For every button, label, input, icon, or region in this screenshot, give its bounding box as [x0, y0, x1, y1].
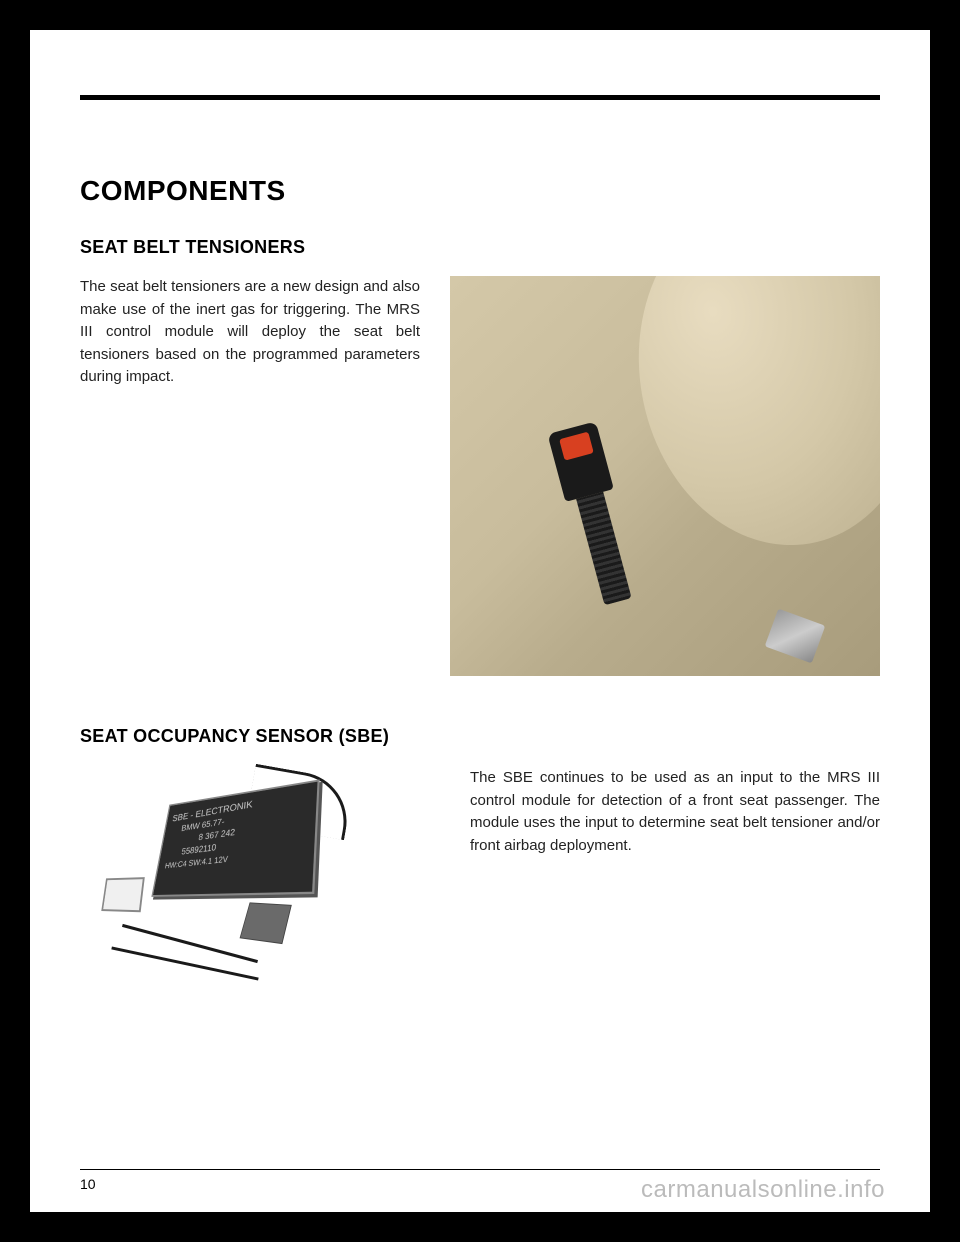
wire-bottom-1: [122, 924, 258, 963]
header-divider: [80, 95, 880, 100]
buckle-release-button: [559, 432, 594, 461]
watermark-text: carmanualsonline.info: [641, 1176, 885, 1204]
belt-latch-plate: [765, 609, 826, 664]
module-body: SBE - ELECTRONIK BMW 65.77- 8 367 242 55…: [151, 779, 319, 896]
connector-gray: [240, 902, 292, 944]
module-label: SBE - ELECTRONIK BMW 65.77- 8 367 242 55…: [164, 788, 308, 872]
wire-bottom-2: [111, 946, 258, 980]
page-content: COMPONENTS SEAT BELT TENSIONERS The seat…: [30, 30, 930, 1212]
section1-body: The seat belt tensioners are a new desig…: [80, 276, 880, 676]
section2-body: SBE - ELECTRONIK BMW 65.77- 8 367 242 55…: [80, 767, 880, 1017]
header-bar: [80, 95, 880, 145]
section1-paragraph: The seat belt tensioners are a new desig…: [80, 276, 420, 389]
sbe-module: SBE - ELECTRONIK BMW 65.77- 8 367 242 55…: [140, 787, 320, 897]
seat-belt-tensioner-image: [450, 276, 880, 676]
main-heading: COMPONENTS: [80, 175, 880, 207]
section2-paragraph: The SBE continues to be used as an input…: [470, 767, 880, 857]
section2-heading: SEAT OCCUPANCY SENSOR (SBE): [80, 726, 880, 747]
section1-heading: SEAT BELT TENSIONERS: [80, 237, 880, 258]
section1-text: The seat belt tensioners are a new desig…: [80, 276, 420, 676]
belt-buckle: [547, 424, 632, 608]
buckle-head: [547, 421, 613, 502]
sbe-module-image: SBE - ELECTRONIK BMW 65.77- 8 367 242 55…: [80, 767, 440, 1017]
connector-white: [101, 877, 145, 912]
page-frame: COMPONENTS SEAT BELT TENSIONERS The seat…: [0, 0, 960, 1242]
seat-cushion-shape: [612, 276, 880, 568]
section2-text: The SBE continues to be used as an input…: [470, 767, 880, 1017]
buckle-stalk: [576, 492, 632, 605]
section2: SEAT OCCUPANCY SENSOR (SBE) SBE - ELECTR…: [80, 726, 880, 1017]
footer-divider: [80, 1169, 880, 1170]
content-area: COMPONENTS SEAT BELT TENSIONERS The seat…: [80, 145, 880, 1017]
